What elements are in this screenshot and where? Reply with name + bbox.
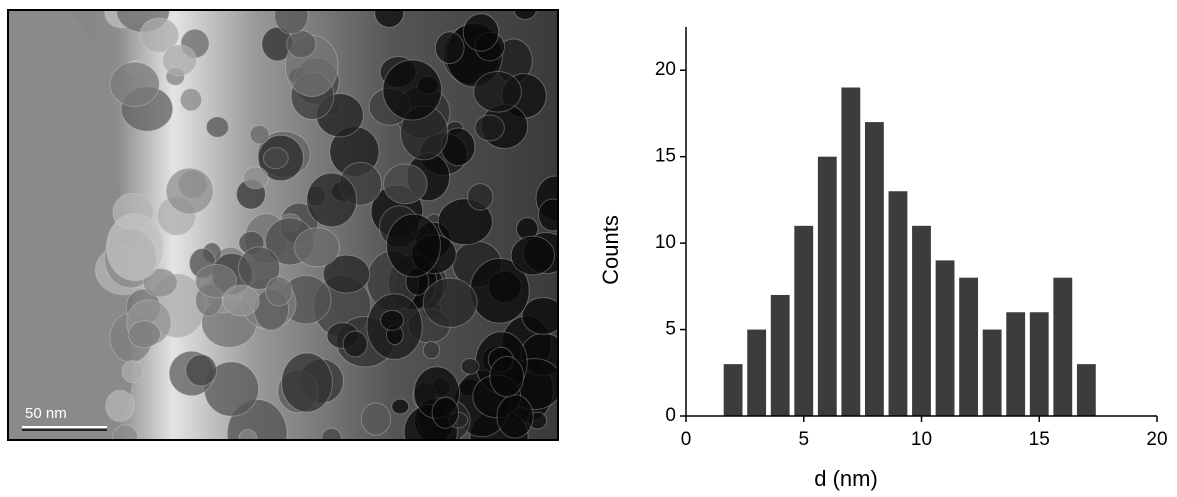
x-tick-label: 0 — [681, 429, 692, 450]
micrograph-border — [7, 9, 559, 441]
y-axis-label: Counts — [598, 215, 623, 285]
particle — [437, 198, 493, 246]
bar — [770, 294, 790, 416]
particle — [383, 163, 428, 205]
x-tick-label: 5 — [798, 429, 809, 450]
particle — [179, 88, 203, 112]
particle — [391, 398, 410, 415]
y-tick-label: 0 — [665, 405, 676, 426]
particle — [139, 17, 180, 53]
particle — [281, 352, 333, 413]
particle — [238, 429, 258, 440]
particle — [510, 235, 556, 276]
histogram: d (nm) Counts 0 5 10 15 20 0 5 10 15 20 — [598, 27, 1168, 491]
particle — [473, 71, 522, 113]
particle — [386, 213, 441, 278]
particle — [105, 213, 164, 282]
particle — [460, 358, 480, 375]
particle — [294, 227, 341, 268]
particle — [422, 340, 441, 360]
particle — [105, 389, 135, 423]
particle — [249, 124, 270, 145]
particle — [109, 61, 160, 107]
bar — [1006, 312, 1026, 416]
particle — [360, 402, 392, 436]
scale-bar-label: 50 nm — [25, 405, 67, 422]
particle — [422, 277, 478, 328]
y-tick-label: 5 — [665, 319, 676, 340]
particle — [127, 320, 161, 349]
particle — [306, 172, 358, 228]
y-tick-label: 15 — [655, 146, 676, 167]
particle — [274, 10, 309, 35]
particle — [112, 424, 139, 440]
micrograph: 50 nm — [7, 9, 559, 441]
particle — [165, 167, 214, 215]
particle — [382, 59, 443, 121]
particle — [238, 246, 281, 290]
particles — [94, 10, 558, 440]
bar — [959, 277, 979, 416]
bar — [982, 329, 1002, 416]
particle — [185, 354, 218, 387]
bar — [723, 364, 743, 416]
substrate-region — [8, 10, 133, 440]
x-tick-label: 15 — [1029, 429, 1050, 450]
particle — [162, 44, 197, 77]
x-tick-label: 20 — [1146, 429, 1167, 450]
particle — [262, 147, 289, 170]
y-tick-label: 10 — [655, 232, 676, 253]
particle — [467, 183, 494, 211]
particle — [496, 394, 534, 439]
bar — [888, 191, 908, 416]
particle — [286, 30, 317, 59]
x-tick-label: 10 — [911, 429, 932, 450]
bar — [841, 87, 861, 416]
particle — [489, 356, 525, 398]
x-axis-label: d (nm) — [814, 466, 878, 491]
particle — [142, 268, 178, 298]
particle — [321, 427, 342, 440]
bar — [1053, 277, 1073, 416]
bar — [935, 260, 955, 416]
particle — [431, 396, 460, 429]
y-tick-label: 20 — [655, 59, 676, 80]
bar — [864, 122, 884, 416]
particle — [434, 31, 465, 65]
particle — [342, 330, 368, 358]
particle — [121, 359, 144, 384]
particle — [474, 114, 505, 142]
particle — [462, 13, 500, 52]
bar — [794, 225, 814, 416]
particle — [380, 309, 405, 331]
bar — [1076, 364, 1096, 416]
particle — [265, 276, 293, 307]
particle — [538, 198, 558, 232]
particle — [322, 254, 371, 294]
bar — [817, 156, 837, 416]
particle — [242, 166, 269, 190]
particle — [222, 284, 260, 317]
bar — [747, 329, 767, 416]
particle — [521, 296, 558, 335]
bar — [912, 225, 931, 416]
bar — [1029, 312, 1049, 416]
particle — [205, 116, 230, 138]
particle — [374, 10, 405, 28]
particle — [195, 263, 238, 299]
